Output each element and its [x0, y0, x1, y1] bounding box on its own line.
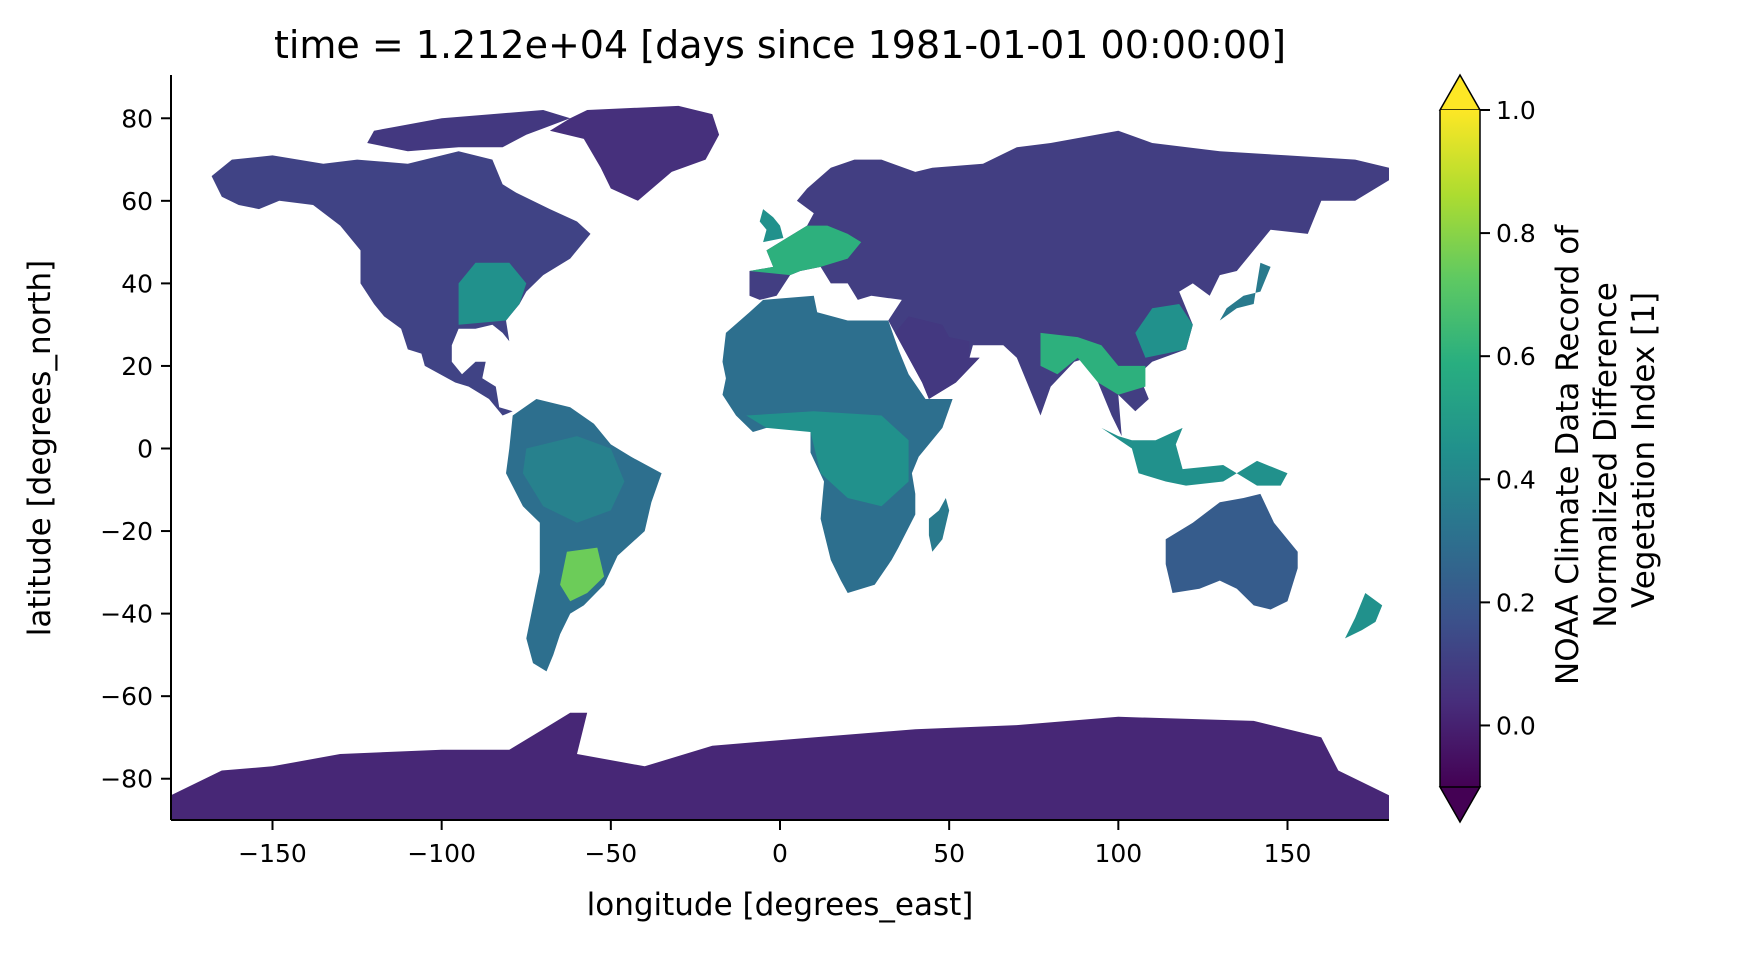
landmass-eurasia — [749, 130, 1389, 437]
y-tick-label: 20 — [121, 352, 153, 381]
colorbar-extend-min — [1438, 786, 1482, 824]
x-tick-label: 150 — [1264, 839, 1312, 868]
x-tick-label: 50 — [933, 839, 965, 868]
x-axis-ticks: −150 −100 −50 0 50 100 150 — [238, 820, 1311, 868]
landmass-japan — [1219, 262, 1271, 321]
landmass-uk — [759, 209, 784, 243]
landmass-north-america — [211, 151, 591, 416]
y-tick-label: 40 — [121, 269, 153, 298]
map-axes: −150 −100 −50 0 50 100 150 80 60 40 20 0 −20 −40 −60 −… — [22, 75, 1389, 923]
x-tick-label: −100 — [407, 839, 476, 868]
y-axis-ticks: 80 60 40 20 0 −20 −40 −60 −80 — [100, 104, 171, 794]
x-tick-label: −50 — [584, 839, 637, 868]
y-tick-label: 0 — [137, 435, 153, 464]
colorbar: 1.0 0.8 0.6 0.4 0.2 0.0 NOAA Climate Data Rec… — [1438, 73, 1662, 824]
colorbar-ticks: 1.0 0.8 0.6 0.4 0.2 0.0 — [1480, 96, 1536, 740]
landmass-antarctica — [171, 712, 1389, 820]
colorbar-tick-label: 0.4 — [1496, 465, 1536, 494]
landmass-australia — [1165, 493, 1298, 610]
landmass-india-seasia — [1040, 332, 1146, 395]
y-axis-label: latitude [degrees_north] — [22, 260, 58, 636]
map-plot-area — [171, 105, 1389, 820]
colorbar-label-line-1: NOAA Climate Data Record of — [1550, 224, 1586, 685]
colorbar-tick-label: 1.0 — [1496, 96, 1536, 125]
landmass-madagascar — [928, 498, 950, 552]
y-tick-label: −60 — [100, 682, 153, 711]
colorbar-label-line-2: Normalized Difference — [1588, 282, 1624, 627]
y-tick-label: −40 — [100, 600, 153, 629]
colorbar-tick-label: 0.2 — [1496, 588, 1536, 617]
landmass-amazon — [522, 436, 625, 523]
landmass-central-africa — [746, 411, 909, 507]
y-tick-label: −80 — [100, 765, 153, 794]
colorbar-tick-label: 0.8 — [1496, 219, 1536, 248]
colorbar-label-line-3: Vegetation Index [1] — [1626, 292, 1662, 608]
landmass-arctic-islands — [367, 110, 571, 152]
landmass-greenland — [549, 105, 720, 201]
landmass-arabia — [895, 316, 980, 399]
x-tick-label: 100 — [1094, 839, 1142, 868]
x-tick-label: −150 — [238, 839, 307, 868]
map-vegetation-highlights — [458, 225, 1193, 602]
colorbar-label: NOAA Climate Data Record of Normalized D… — [1550, 215, 1662, 685]
y-tick-label: 80 — [121, 104, 153, 133]
colorbar-extend-max — [1438, 73, 1482, 111]
colorbar-gradient — [1440, 110, 1480, 787]
landmass-pampas — [560, 547, 605, 602]
x-axis-label: longitude [degrees_east] — [587, 887, 974, 923]
colorbar-tick-label: 0.0 — [1496, 711, 1536, 740]
landmass-indonesia — [1101, 427, 1288, 486]
chart-title: time = 1.212e+04 [days since 1981-01-01 … — [274, 23, 1286, 67]
y-tick-label: 60 — [121, 187, 153, 216]
landmass-eastern-china — [1135, 304, 1193, 358]
landmass-new-zealand — [1345, 593, 1383, 639]
colorbar-tick-label: 0.6 — [1496, 342, 1536, 371]
landmass-western-europe — [749, 225, 862, 276]
x-tick-label: 0 — [772, 839, 788, 868]
y-tick-label: −20 — [100, 517, 153, 546]
landmass-eastern-us — [458, 262, 527, 325]
map-landmasses — [171, 105, 1389, 820]
